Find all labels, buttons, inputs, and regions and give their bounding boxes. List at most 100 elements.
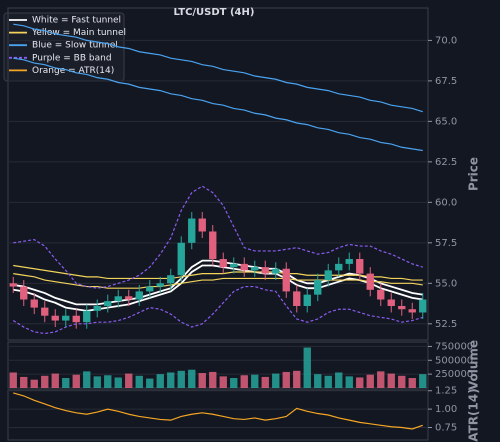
volume-bar — [345, 376, 353, 388]
candle-body — [104, 301, 112, 306]
volume-bar — [356, 377, 364, 388]
volume-bar — [20, 376, 28, 388]
legend-label: Orange = ATR(14) — [32, 66, 114, 76]
y-axis-label: Volume — [467, 340, 481, 390]
y-tick-label: 1.25 — [435, 386, 457, 397]
y-tick-label: 500000 — [435, 355, 473, 366]
y-tick-label: 67.5 — [435, 76, 457, 87]
candle-body — [324, 270, 332, 281]
candle-body — [335, 263, 343, 271]
candle-body — [219, 259, 227, 268]
candle-body — [198, 218, 206, 232]
candle-body — [20, 286, 28, 300]
candle-body — [209, 231, 217, 260]
candle-body — [156, 283, 164, 287]
atr-line — [13, 392, 423, 430]
volume-bar — [9, 372, 17, 388]
panel-frame — [7, 341, 429, 389]
candle-body — [135, 291, 143, 300]
volume-bar — [114, 377, 122, 388]
volume-bar — [62, 378, 70, 388]
panel-frame — [7, 7, 429, 341]
volume-bar — [419, 374, 427, 388]
y-tick-label: 57.5 — [435, 238, 457, 249]
y-tick-label: 60.0 — [435, 197, 457, 208]
y-axis-label: ATR(14) — [467, 388, 481, 441]
overlay-line — [12, 285, 423, 335]
volume-bar — [188, 369, 196, 388]
volume-bar — [198, 373, 206, 388]
volume-bar — [83, 371, 91, 388]
overlay-line — [13, 264, 423, 312]
candle-body — [167, 275, 175, 284]
chart-title: LTC/USDT (4H) — [174, 7, 255, 18]
volume-bar — [104, 375, 112, 388]
volume-bar — [387, 373, 395, 388]
candle-body — [282, 268, 290, 292]
overlay-line — [13, 23, 423, 113]
candle-body — [272, 268, 280, 274]
volume-bar — [240, 375, 248, 388]
candle-body — [62, 315, 70, 321]
volume-bar — [167, 372, 175, 388]
y-tick-label: 55.0 — [435, 278, 457, 289]
volume-bar — [41, 375, 49, 388]
candle-body — [398, 305, 406, 310]
volume-bar — [125, 373, 133, 388]
candle-body — [83, 310, 91, 323]
candle-body — [230, 263, 238, 268]
volume-bar — [146, 378, 154, 388]
candle-body — [251, 267, 259, 271]
volume-bar — [251, 374, 259, 388]
y-tick-label: 0.75 — [435, 423, 457, 434]
volume-bar — [219, 376, 227, 388]
y-tick-label: 62.5 — [435, 157, 457, 168]
y-tick-label: 70.0 — [435, 35, 457, 46]
candle-body — [387, 299, 395, 306]
overlay-line — [13, 185, 423, 289]
legend-label: Yellow = Main tunnel — [31, 28, 126, 38]
candle-body — [41, 307, 49, 316]
candle-body — [356, 259, 364, 274]
candle-body — [125, 296, 133, 300]
legend-label: Purple = BB band — [32, 53, 112, 63]
volume-bar — [135, 375, 143, 388]
volume-bar — [272, 373, 280, 388]
volume-bar — [51, 373, 59, 388]
candle-body — [30, 299, 38, 308]
volume-bar — [314, 374, 322, 388]
candle-body — [51, 315, 59, 321]
volume-bar — [93, 376, 101, 388]
volume-bar — [408, 378, 416, 388]
panel-frame — [7, 389, 429, 441]
y-axis-label: Price — [467, 157, 481, 191]
candle-body — [314, 280, 322, 295]
volume-bar — [261, 376, 269, 388]
volume-bar — [377, 371, 385, 388]
volume-bar — [30, 379, 38, 388]
volume-bar — [282, 371, 290, 388]
candle-body — [366, 273, 374, 290]
candle-body — [188, 218, 196, 243]
candle-body — [93, 305, 101, 311]
volume-bar — [366, 374, 374, 388]
volume-bar — [324, 375, 332, 388]
volume-bar — [177, 370, 185, 388]
legend-label: White = Fast tunnel — [32, 16, 121, 26]
candle-body — [177, 242, 185, 276]
candle-body — [261, 267, 269, 274]
candle-body — [345, 259, 353, 264]
candle-body — [377, 289, 385, 300]
volume-bar — [156, 374, 164, 388]
legend: White = Fast tunnel Yellow = Main tunnel B… — [3, 12, 126, 82]
candle-body — [293, 291, 301, 306]
volume-bar — [303, 347, 311, 388]
overlay-line — [13, 273, 423, 289]
y-tick-label: 52.5 — [435, 319, 457, 330]
legend-label: Blue = Slow tunnel — [32, 41, 118, 51]
candle-body — [146, 286, 154, 292]
volume-bar — [230, 378, 238, 388]
volume-bar — [335, 372, 343, 388]
overlay-line — [13, 259, 423, 306]
